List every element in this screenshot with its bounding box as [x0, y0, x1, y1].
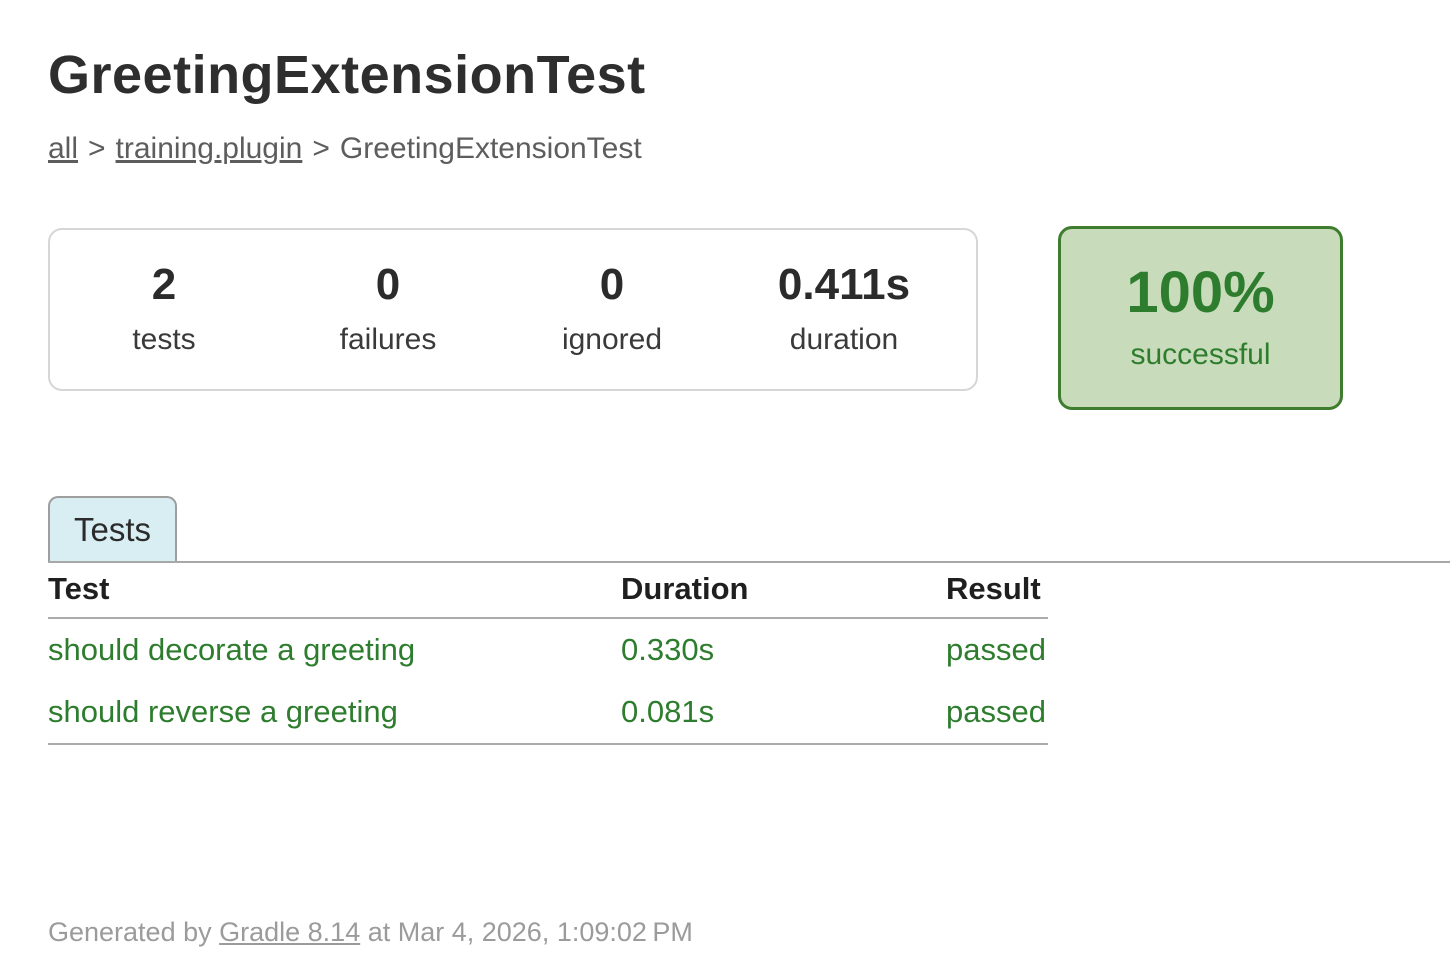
success-rate-badge: 100% successful	[1058, 226, 1343, 410]
breadcrumb: all > training.plugin > GreetingExtensionTes…	[48, 132, 1450, 166]
breadcrumb-link-package[interactable]: training.plugin	[115, 132, 303, 165]
test-result: passed	[946, 694, 1046, 729]
failures-count: 0	[375, 259, 401, 309]
page-title: GreetingExtensionTest	[48, 45, 646, 105]
ignored-count: 0	[599, 259, 625, 309]
breadcrumb-link-all[interactable]: all	[48, 132, 79, 165]
duration-label: duration	[789, 322, 899, 356]
summary-box: 2 tests 0 failures 0 ignored 0.411s dura…	[48, 228, 978, 391]
gradle-link[interactable]: Gradle 8.14	[219, 917, 361, 947]
ignored-label: ignored	[561, 322, 663, 356]
breadcrumb-current: GreetingExtensionTest	[339, 132, 642, 165]
footer-suffix: at Mar 4, 2026, 1:09:02 PM	[360, 917, 693, 947]
stat-tests: 2 tests	[52, 259, 276, 357]
success-label: successful	[1130, 338, 1271, 371]
test-name: should reverse a greeting	[48, 694, 398, 729]
tab-bar: Tests	[48, 496, 1450, 563]
test-duration: 0.081s	[621, 694, 715, 729]
col-header-duration: Duration	[621, 563, 946, 619]
footer: Generated by Gradle 8.14 at Mar 4, 2026,…	[48, 917, 693, 948]
stat-duration: 0.411s duration	[724, 259, 964, 357]
breadcrumb-separator: >	[312, 132, 330, 165]
test-result: passed	[946, 632, 1046, 667]
footer-prefix: Generated by	[48, 917, 220, 947]
stat-failures: 0 failures	[276, 259, 500, 357]
tests-count: 2	[151, 259, 177, 309]
tests-table: Test Duration Result should decorate a g…	[48, 563, 1048, 745]
col-header-test: Test	[48, 563, 621, 619]
stat-ignored: 0 ignored	[500, 259, 724, 357]
test-name: should decorate a greeting	[48, 632, 416, 667]
table-row: should decorate a greeting 0.330s passed	[48, 618, 1048, 681]
success-percent: 100%	[1126, 260, 1275, 325]
table-row: should reverse a greeting 0.081s passed	[48, 681, 1048, 744]
table-header-row: Test Duration Result	[48, 563, 1048, 619]
summary-section: 2 tests 0 failures 0 ignored 0.411s dura…	[48, 226, 1450, 410]
test-duration: 0.330s	[621, 632, 715, 667]
breadcrumb-separator: >	[88, 132, 106, 165]
failures-label: failures	[339, 322, 437, 356]
tab-tests[interactable]: Tests	[48, 496, 178, 561]
duration-value: 0.411s	[777, 259, 911, 309]
col-header-result: Result	[946, 563, 1048, 619]
tests-label: tests	[132, 322, 196, 356]
